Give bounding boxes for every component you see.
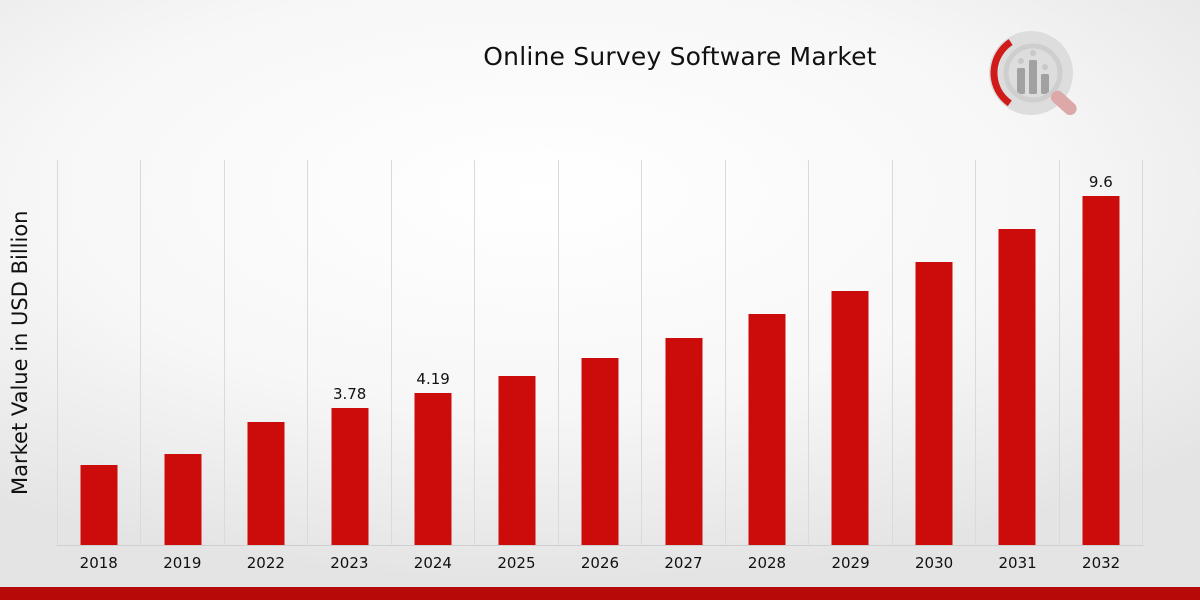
x-tick-2022: 2022 — [246, 554, 285, 572]
data-label-2023: 3.78 — [332, 384, 367, 403]
logo-magnifier-handle — [1050, 90, 1077, 116]
bar-2023 — [331, 407, 369, 545]
plot-column-2018 — [57, 160, 140, 545]
logo-red-arc — [990, 32, 1072, 114]
x-tick-2026: 2026 — [580, 554, 620, 572]
bottom-accent-bar — [0, 587, 1200, 600]
plot-column-2028 — [724, 160, 808, 545]
bar-2030 — [915, 261, 953, 545]
bar-2022 — [247, 421, 285, 545]
y-axis-label: Market Value in USD Billion — [8, 210, 32, 495]
plot-column-2019 — [140, 160, 223, 545]
bar-2029 — [831, 290, 869, 545]
x-axis: 2018 2019 2022 2023 2024 2025 2026 2027 2028 2029… — [57, 550, 1143, 576]
bar-2027 — [665, 337, 703, 545]
x-tick-2032: 2032 — [1082, 554, 1121, 572]
x-tick-2018: 2018 — [79, 554, 118, 572]
bar-2024 — [414, 392, 452, 545]
bar-2028 — [748, 314, 786, 545]
plot-column-2029 — [808, 160, 891, 545]
plot-column-2026 — [557, 160, 641, 545]
bar-2019 — [164, 454, 202, 545]
logo-dot-2 — [1030, 50, 1036, 56]
x-tick-2025: 2025 — [497, 554, 536, 572]
plot-column-2022 — [223, 160, 307, 545]
logo-magnifier-ring — [1003, 43, 1063, 103]
brand-logo-icon — [989, 31, 1077, 116]
plot-column-2023: 3.78 — [307, 160, 390, 545]
logo-dot-1 — [1018, 58, 1024, 64]
logo-bar-1 — [1017, 68, 1025, 94]
chart-title: Online Survey Software Market — [483, 42, 877, 71]
x-tick-2031: 2031 — [998, 554, 1037, 572]
bar-2031 — [998, 229, 1036, 545]
bar-2025 — [498, 376, 536, 545]
plot-column-2024: 4.19 — [390, 160, 474, 545]
logo-dot-3 — [1042, 64, 1048, 70]
x-tick-2023: 2023 — [330, 554, 369, 572]
plot-column-2027 — [641, 160, 724, 545]
bar-2018 — [80, 465, 118, 545]
x-tick-2019: 2019 — [163, 554, 202, 572]
x-tick-2030: 2030 — [914, 554, 954, 572]
plot-column-2025 — [474, 160, 557, 545]
x-tick-2029: 2029 — [831, 554, 870, 572]
data-label-2024: 4.19 — [416, 369, 450, 388]
logo-bar-2 — [1029, 60, 1037, 94]
data-label-2032: 9.6 — [1088, 173, 1113, 192]
plot-area: 3.78 4.19 9.6 — [57, 160, 1144, 546]
x-tick-2028: 2028 — [747, 554, 787, 572]
x-tick-2024: 2024 — [413, 554, 452, 572]
plot-column-2032: 9.6 — [1058, 160, 1144, 545]
bar-2032 — [1082, 196, 1120, 545]
x-tick-2027: 2027 — [664, 554, 703, 572]
bar-2026 — [581, 357, 619, 545]
plot-column-2031 — [975, 160, 1058, 545]
plot-column-2030 — [891, 160, 975, 545]
logo-bar-3 — [1041, 74, 1049, 94]
